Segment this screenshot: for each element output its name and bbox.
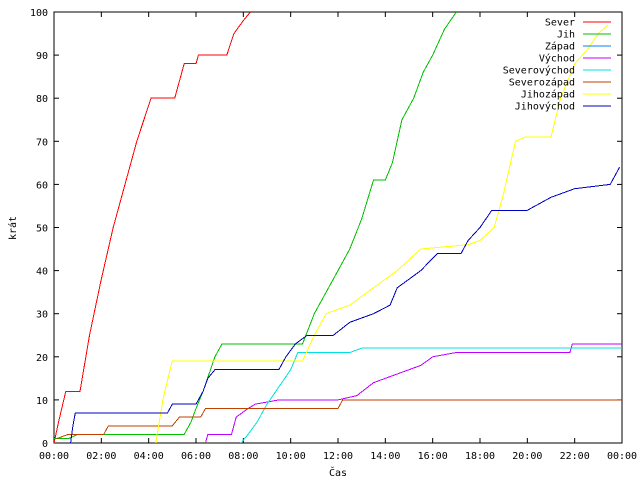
legend-label: Jihozápad xyxy=(521,89,575,101)
legend-label: Sever xyxy=(545,18,575,29)
series-lines xyxy=(54,12,622,443)
y-tick-label: 60 xyxy=(36,180,48,191)
x-axis-ticks: 00:00 02:00 04:00 06:00 08:00 10:00 12:00 14:00… xyxy=(39,12,637,462)
series-line-Severozápad xyxy=(56,399,622,440)
y-axis-label: krát xyxy=(7,216,19,240)
y-tick-label: 30 xyxy=(36,310,48,321)
series-line-Severovýchod xyxy=(240,347,622,443)
legend: SeverJihZápadVýchodSeverovýchodSeverozáp… xyxy=(503,18,611,113)
y-tick-label: 50 xyxy=(36,224,48,235)
legend-label: Západ xyxy=(545,41,575,53)
y-tick-label: 20 xyxy=(36,353,48,364)
series-line-Jihozápad xyxy=(155,24,609,443)
legend-label: Severovýchod xyxy=(503,65,575,77)
y-tick-label: 40 xyxy=(36,267,48,278)
x-tick-label: 00:00 xyxy=(39,451,69,462)
series-line-Východ xyxy=(205,343,622,443)
x-tick-label: 10:00 xyxy=(276,451,306,462)
x-axis-label: Čas xyxy=(329,466,347,479)
x-tick-label: 22:00 xyxy=(560,451,590,462)
legend-label: Jihovýchod xyxy=(515,101,575,113)
y-tick-label: 80 xyxy=(36,94,48,105)
x-tick-label: 06:00 xyxy=(181,451,211,462)
x-tick-label: 04:00 xyxy=(134,451,164,462)
x-tick-label: 08:00 xyxy=(228,451,258,462)
y-tick-label: 70 xyxy=(36,137,48,148)
x-tick-label: 02:00 xyxy=(86,451,116,462)
x-tick-label: 16:00 xyxy=(418,451,448,462)
legend-label: Východ xyxy=(539,53,575,65)
x-tick-label: 18:00 xyxy=(465,451,495,462)
x-tick-label: 00:00 xyxy=(607,451,637,462)
y-tick-label: 10 xyxy=(36,396,48,407)
series-line-Sever xyxy=(54,12,251,443)
legend-label: Severozápad xyxy=(509,77,575,89)
y-tick-label: 100 xyxy=(30,8,48,19)
y-tick-label: 90 xyxy=(36,51,48,62)
x-tick-label: 12:00 xyxy=(323,451,353,462)
series-line-Jih xyxy=(54,12,457,440)
y-tick-label: 0 xyxy=(42,439,48,450)
x-tick-label: 14:00 xyxy=(370,451,400,462)
x-tick-label: 20:00 xyxy=(512,451,542,462)
y-axis-ticks: 0 10 20 30 40 50 60 70 80 90 100 xyxy=(30,8,622,450)
series-line-Jihovýchod xyxy=(70,166,621,443)
legend-label: Jih xyxy=(557,30,575,41)
